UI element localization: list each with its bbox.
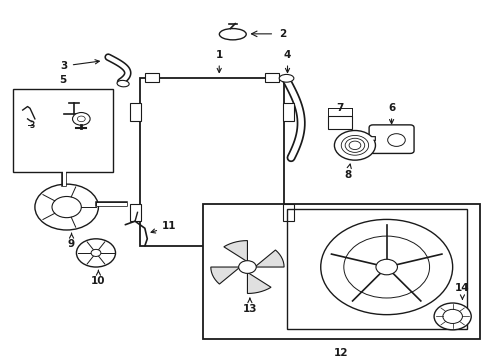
Circle shape <box>388 134 405 147</box>
Polygon shape <box>211 267 240 284</box>
Text: 6: 6 <box>388 103 395 124</box>
Text: 14: 14 <box>455 283 470 299</box>
Circle shape <box>52 197 81 218</box>
Bar <box>130 203 141 221</box>
Bar <box>147 84 277 240</box>
Polygon shape <box>224 240 247 262</box>
Bar <box>283 203 294 221</box>
Text: 2: 2 <box>279 29 287 39</box>
Ellipse shape <box>117 80 129 87</box>
Bar <box>140 78 284 246</box>
Circle shape <box>35 184 98 230</box>
Text: 11: 11 <box>151 221 176 233</box>
Circle shape <box>77 116 85 122</box>
Text: 13: 13 <box>243 298 257 314</box>
Polygon shape <box>247 272 271 293</box>
Circle shape <box>76 239 116 267</box>
Bar <box>283 103 294 121</box>
Text: 1: 1 <box>216 50 223 72</box>
Circle shape <box>321 219 453 315</box>
Circle shape <box>73 113 90 125</box>
Circle shape <box>334 131 375 160</box>
Circle shape <box>434 303 471 330</box>
Bar <box>13 89 113 172</box>
Circle shape <box>376 259 397 275</box>
Circle shape <box>91 249 101 256</box>
Text: 12: 12 <box>334 348 349 358</box>
Text: 5: 5 <box>59 75 67 85</box>
Ellipse shape <box>220 28 246 40</box>
Bar <box>203 203 480 339</box>
Bar <box>145 73 159 82</box>
Circle shape <box>443 309 463 324</box>
Text: 9: 9 <box>68 233 75 249</box>
Polygon shape <box>255 250 284 267</box>
Ellipse shape <box>279 75 294 82</box>
FancyBboxPatch shape <box>369 125 414 153</box>
Bar <box>265 73 279 82</box>
Text: 4: 4 <box>284 50 291 72</box>
Text: 3: 3 <box>61 60 99 71</box>
Bar <box>130 103 141 121</box>
Text: 3: 3 <box>29 121 34 130</box>
Text: 10: 10 <box>91 270 106 286</box>
Circle shape <box>239 261 256 273</box>
Text: 8: 8 <box>344 164 351 180</box>
Text: 7: 7 <box>337 103 344 113</box>
Bar <box>287 209 467 329</box>
Bar <box>328 116 352 129</box>
